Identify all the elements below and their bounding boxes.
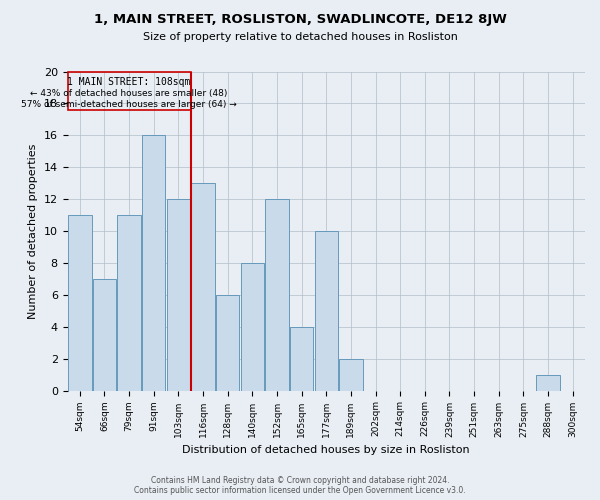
Bar bbox=[93, 279, 116, 390]
Bar bbox=[314, 231, 338, 390]
Text: Size of property relative to detached houses in Rosliston: Size of property relative to detached ho… bbox=[143, 32, 457, 42]
Bar bbox=[142, 136, 166, 390]
X-axis label: Distribution of detached houses by size in Rosliston: Distribution of detached houses by size … bbox=[182, 445, 470, 455]
Bar bbox=[339, 358, 362, 390]
Bar bbox=[191, 183, 215, 390]
Text: Contains HM Land Registry data © Crown copyright and database right 2024.
Contai: Contains HM Land Registry data © Crown c… bbox=[134, 476, 466, 495]
Text: 1 MAIN STREET: 108sqm: 1 MAIN STREET: 108sqm bbox=[67, 77, 191, 87]
Bar bbox=[241, 263, 264, 390]
Bar bbox=[68, 215, 92, 390]
Bar bbox=[536, 374, 560, 390]
Bar bbox=[68, 72, 191, 110]
Bar bbox=[290, 327, 313, 390]
Bar bbox=[216, 295, 239, 390]
Y-axis label: Number of detached properties: Number of detached properties bbox=[28, 144, 38, 318]
Text: ← 43% of detached houses are smaller (48): ← 43% of detached houses are smaller (48… bbox=[31, 88, 228, 98]
Text: 1, MAIN STREET, ROSLISTON, SWADLINCOTE, DE12 8JW: 1, MAIN STREET, ROSLISTON, SWADLINCOTE, … bbox=[94, 12, 506, 26]
Bar bbox=[167, 199, 190, 390]
Text: 57% of semi-detached houses are larger (64) →: 57% of semi-detached houses are larger (… bbox=[21, 100, 237, 108]
Bar bbox=[265, 199, 289, 390]
Bar bbox=[118, 215, 141, 390]
